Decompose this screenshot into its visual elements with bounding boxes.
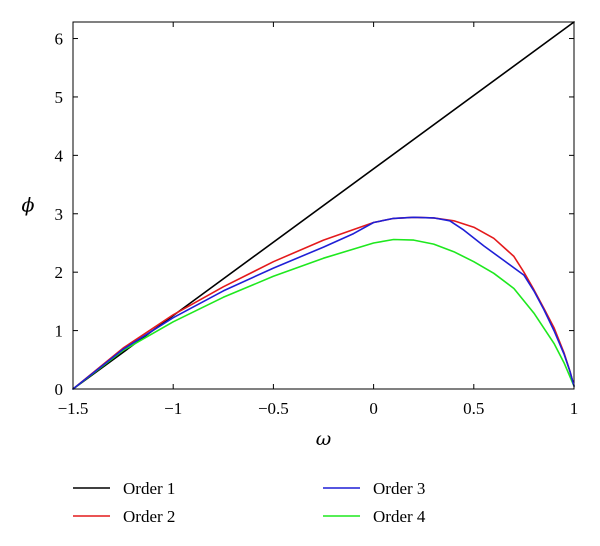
y-tick-label: 5 xyxy=(55,88,64,107)
series-layer xyxy=(72,21,575,390)
x-tick-label: 0.5 xyxy=(463,399,484,418)
x-tick-label: 1 xyxy=(570,399,579,418)
y-tick-label: 1 xyxy=(55,322,64,341)
x-tick-label: −1.5 xyxy=(58,399,89,418)
legend-label-order-2: Order 2 xyxy=(123,507,175,526)
x-tick-label: 0 xyxy=(369,399,378,418)
y-tick-label: 3 xyxy=(55,205,64,224)
x-axis-title: ω xyxy=(316,428,332,450)
series-line-order-4 xyxy=(72,238,575,390)
y-tick-label: 4 xyxy=(55,146,64,165)
tick-layer: −1.5 −1 −0.5 0 0.5 1 0 1 2 3 4 5 6 xyxy=(55,22,579,418)
x-tick-label: −0.5 xyxy=(258,399,289,418)
y-tick-label: 2 xyxy=(55,263,64,282)
legend-label-order-4: Order 4 xyxy=(373,507,426,526)
legend-label-order-3: Order 3 xyxy=(373,479,425,498)
legend: Order 1 Order 2 Order 3 Order 4 xyxy=(73,479,426,526)
x-tick-label: −1 xyxy=(164,399,182,418)
legend-label-order-1: Order 1 xyxy=(123,479,175,498)
y-axis-title: ϕ xyxy=(22,195,35,217)
plot-area: −1.5 −1 −0.5 0 0.5 1 0 1 2 3 4 5 6 xyxy=(55,21,579,418)
y-tick-label: 6 xyxy=(55,30,64,49)
series-line-order-3 xyxy=(72,216,575,390)
plot-frame xyxy=(72,21,575,390)
y-tick-label: 0 xyxy=(55,380,64,399)
series-line-order-2 xyxy=(72,216,575,390)
